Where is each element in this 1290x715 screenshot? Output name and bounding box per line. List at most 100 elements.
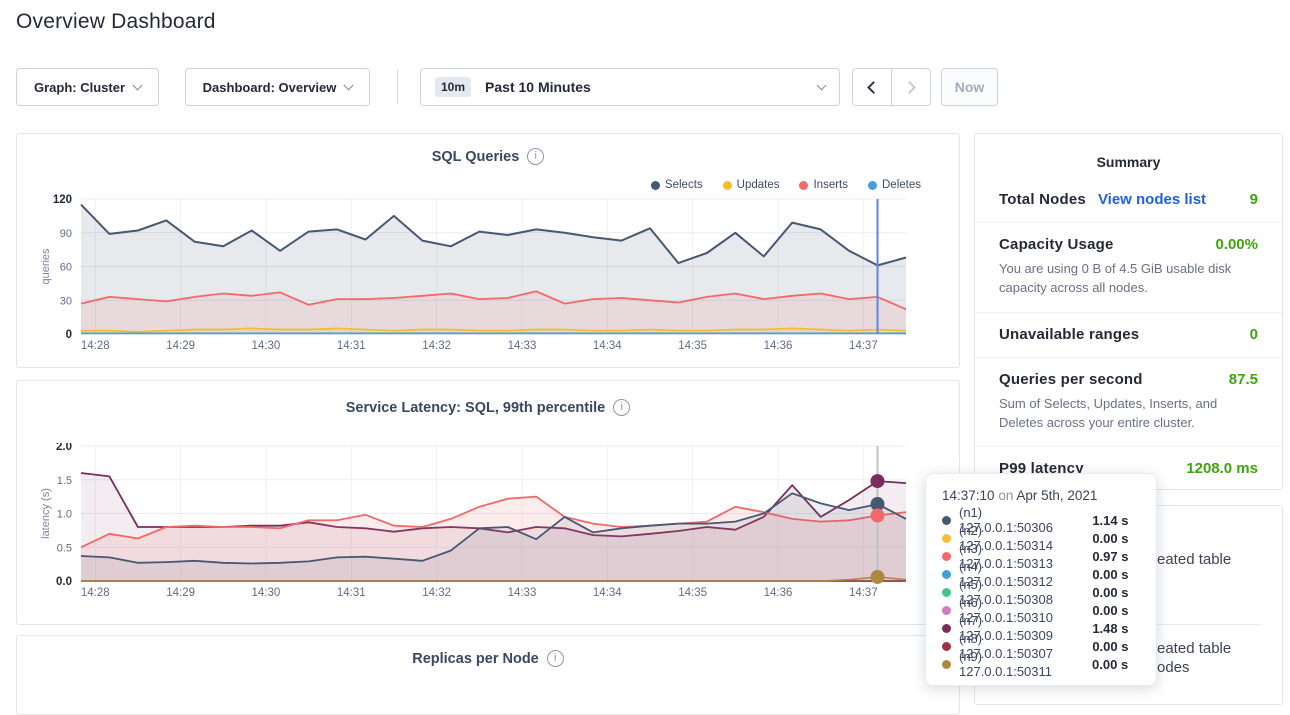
node-latency-value: 0.00 s [1092, 584, 1129, 600]
info-icon[interactable] [613, 399, 631, 416]
time-range-pager [852, 68, 931, 106]
node-address: (n4) 127.0.0.1:50312 [959, 559, 1053, 589]
legend-label: Selects [664, 179, 703, 191]
tooltip-node-row: (n7) 127.0.0.1:50309 1.48 s [942, 613, 1142, 643]
legend-dot-icon [799, 180, 809, 190]
svg-text:14:30: 14:30 [252, 340, 281, 352]
info-icon[interactable] [546, 650, 564, 667]
tooltip-time: 14:37:10 [942, 488, 995, 503]
legend-item[interactable]: Selects [650, 179, 703, 191]
svg-text:0: 0 [66, 329, 72, 341]
stat-caption: Sum of Selects, Updates, Inserts, and De… [999, 395, 1218, 430]
legend-label: Deletes [882, 179, 921, 191]
chart-hover-tooltip: 14:37:10 on Apr 5th, 2021 (n1) 127.0.0.1… [925, 473, 1157, 686]
svg-text:14:35: 14:35 [678, 587, 707, 599]
sql-queries-chart[interactable]: 14:28 14:29 14:30 14:31 14:32 14:33 14:34 14:35… [17, 192, 961, 360]
stat-label: Unavailable ranges [999, 325, 1140, 343]
chevron-left-icon [867, 80, 880, 94]
service-latency-title: Service Latency: SQL, 99th percentile [345, 399, 606, 416]
graph-dropdown[interactable]: Graph: Cluster [16, 68, 159, 106]
svg-text:0.5: 0.5 [57, 542, 72, 554]
chevron-down-icon [343, 80, 354, 90]
svg-text:14:31: 14:31 [337, 340, 366, 352]
chart-title: SQL Queries [17, 148, 959, 165]
event-text-fragment: eated table [1157, 640, 1232, 657]
node-address: (n5) 127.0.0.1:50308 [959, 577, 1053, 607]
node-address: (n2) 127.0.0.1:50314 [959, 523, 1053, 553]
svg-text:14:29: 14:29 [166, 587, 195, 599]
tooltip-node-row: (n5) 127.0.0.1:50308 0.00 s [942, 577, 1142, 607]
svg-text:14:33: 14:33 [508, 340, 537, 352]
node-address: (n1) 127.0.0.1:50306 [959, 505, 1053, 535]
info-icon[interactable] [527, 148, 545, 165]
node-dot-icon [942, 605, 951, 615]
legend-dot-icon [722, 180, 732, 190]
now-button[interactable]: Now [941, 68, 998, 106]
stat-value: 0 [1249, 325, 1258, 343]
svg-text:2.0: 2.0 [56, 443, 72, 453]
stat-value: 1208.0 ms [1186, 460, 1258, 478]
svg-text:90: 90 [60, 228, 72, 240]
svg-text:14:34: 14:34 [593, 340, 622, 352]
prev-range-button[interactable] [853, 69, 891, 105]
time-range-selector[interactable]: 10m Past 10 Minutes [420, 68, 840, 106]
next-range-button[interactable] [891, 69, 930, 105]
tooltip-on: on [998, 488, 1014, 503]
node-dot-icon [942, 533, 951, 543]
node-latency-value: 0.00 s [1092, 602, 1129, 618]
legend-item[interactable]: Deletes [868, 179, 921, 191]
stat-value: 87.5 [1228, 370, 1258, 388]
svg-text:14:32: 14:32 [422, 587, 451, 599]
node-dot-icon [942, 587, 951, 597]
svg-text:14:30: 14:30 [252, 587, 281, 599]
chart-series [80, 472, 907, 582]
svg-text:14:29: 14:29 [166, 340, 195, 352]
svg-text:14:35: 14:35 [678, 340, 707, 352]
event-text-fragment: eated table [1157, 551, 1232, 568]
graph-dropdown-label: Graph: Cluster [33, 79, 125, 95]
tooltip-node-row: (n1) 127.0.0.1:50306 1.14 s [942, 505, 1142, 535]
svg-text:14:31: 14:31 [337, 587, 366, 599]
tooltip-node-row: (n6) 127.0.0.1:50310 0.00 s [942, 595, 1142, 625]
svg-text:30: 30 [60, 295, 72, 307]
stat-caption: You are using 0 B of 4.5 GiB usable disk… [999, 261, 1232, 295]
stat-label: Queries per second [999, 370, 1143, 388]
hover-point-dot [870, 474, 885, 489]
svg-text:120: 120 [53, 194, 72, 206]
dashboard-dropdown[interactable]: Dashboard: Overview [185, 68, 370, 106]
svg-text:14:28: 14:28 [81, 340, 110, 352]
replicas-per-node-card: Replicas per Node [16, 635, 960, 715]
tooltip-date: Apr 5th, 2021 [1016, 488, 1098, 503]
legend-dot-icon [650, 180, 660, 190]
tooltip-node-row: (n3) 127.0.0.1:50313 0.97 s [942, 541, 1142, 571]
legend-dot-icon [868, 180, 877, 190]
node-address: (n8) 127.0.0.1:50307 [959, 631, 1053, 661]
svg-text:0.0: 0.0 [56, 576, 72, 588]
svg-text:1.5: 1.5 [57, 475, 72, 487]
chevron-down-icon [132, 80, 143, 90]
service-latency-chart[interactable]: 14:28 14:29 14:30 14:31 14:32 14:33 14:34 14:35… [17, 443, 961, 605]
summary-stat-unavailable-ranges: Unavailable ranges 0 [975, 311, 1282, 357]
service-latency-card: Service Latency: SQL, 99th percentile 14… [16, 380, 960, 625]
chart-legend: Selects Updates Inserts Deletes [650, 179, 921, 191]
chart-series [80, 203, 907, 335]
summary-title: Summary [1096, 154, 1161, 170]
node-dot-icon [942, 515, 951, 525]
legend-item[interactable]: Inserts [799, 179, 848, 191]
summary-panel: Summary Total Nodes View nodes list 9 Ca… [974, 133, 1283, 490]
controls-divider [397, 70, 398, 104]
node-latency-value: 0.97 s [1092, 548, 1129, 564]
chevron-down-icon [816, 80, 827, 90]
view-nodes-list-link[interactable]: View nodes list [1097, 191, 1207, 208]
node-address: (n3) 127.0.0.1:50313 [959, 541, 1053, 571]
tooltip-node-row: (n8) 127.0.0.1:50307 0.00 s [942, 631, 1142, 661]
legend-item[interactable]: Updates [722, 179, 779, 191]
tooltip-node-row: (n9) 127.0.0.1:50311 0.00 s [942, 649, 1142, 679]
hover-point-dot [870, 497, 885, 512]
summary-stat-qps: Queries per second 87.5 Sum of Selects, … [975, 356, 1282, 447]
stat-value: 9 [1249, 191, 1258, 208]
node-latency-value: 1.14 s [1092, 512, 1129, 528]
stat-value: 0.00% [1215, 236, 1258, 253]
stat-label: Total Nodes [999, 191, 1086, 208]
tooltip-header: 14:37:10 on Apr 5th, 2021 [942, 488, 1142, 503]
